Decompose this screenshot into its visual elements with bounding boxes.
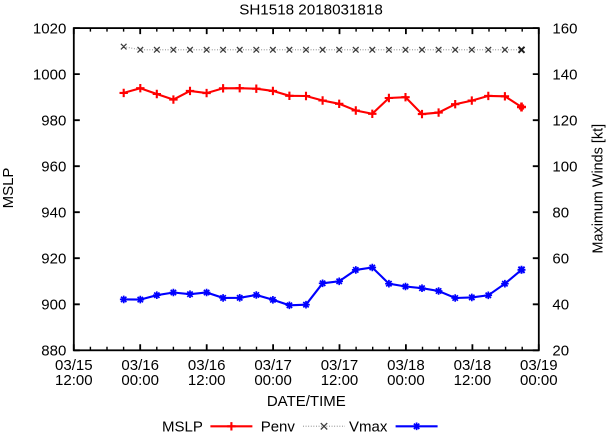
svg-text:SH1518 2018031818: SH1518 2018031818 <box>239 1 383 18</box>
svg-text:00:00: 00:00 <box>121 372 159 389</box>
svg-text:00:00: 00:00 <box>254 372 292 389</box>
svg-text:00:00: 00:00 <box>387 372 425 389</box>
svg-text:160: 160 <box>552 20 577 37</box>
svg-text:00:00: 00:00 <box>520 372 558 389</box>
svg-text:920: 920 <box>41 250 66 267</box>
svg-text:Penv: Penv <box>261 418 296 432</box>
svg-text:1020: 1020 <box>33 20 66 37</box>
svg-text:960: 960 <box>41 158 66 175</box>
svg-text:Maximum Winds [kt]: Maximum Winds [kt] <box>591 124 606 254</box>
svg-text:12:00: 12:00 <box>321 372 359 389</box>
svg-text:80: 80 <box>552 204 569 221</box>
svg-text:12:00: 12:00 <box>188 372 226 389</box>
svg-text:100: 100 <box>552 158 577 175</box>
svg-text:12:00: 12:00 <box>454 372 492 389</box>
svg-text:12:00: 12:00 <box>55 372 93 389</box>
svg-text:900: 900 <box>41 297 66 314</box>
svg-text:MSLP: MSLP <box>162 418 203 432</box>
svg-text:MSLP: MSLP <box>0 168 17 209</box>
svg-text:140: 140 <box>552 66 577 83</box>
svg-text:40: 40 <box>552 297 569 314</box>
svg-text:60: 60 <box>552 250 569 267</box>
svg-text:DATE/TIME: DATE/TIME <box>267 393 346 410</box>
svg-text:Vmax: Vmax <box>349 418 388 432</box>
svg-text:940: 940 <box>41 204 66 221</box>
svg-text:1000: 1000 <box>33 66 66 83</box>
svg-text:980: 980 <box>41 112 66 129</box>
svg-text:120: 120 <box>552 112 577 129</box>
